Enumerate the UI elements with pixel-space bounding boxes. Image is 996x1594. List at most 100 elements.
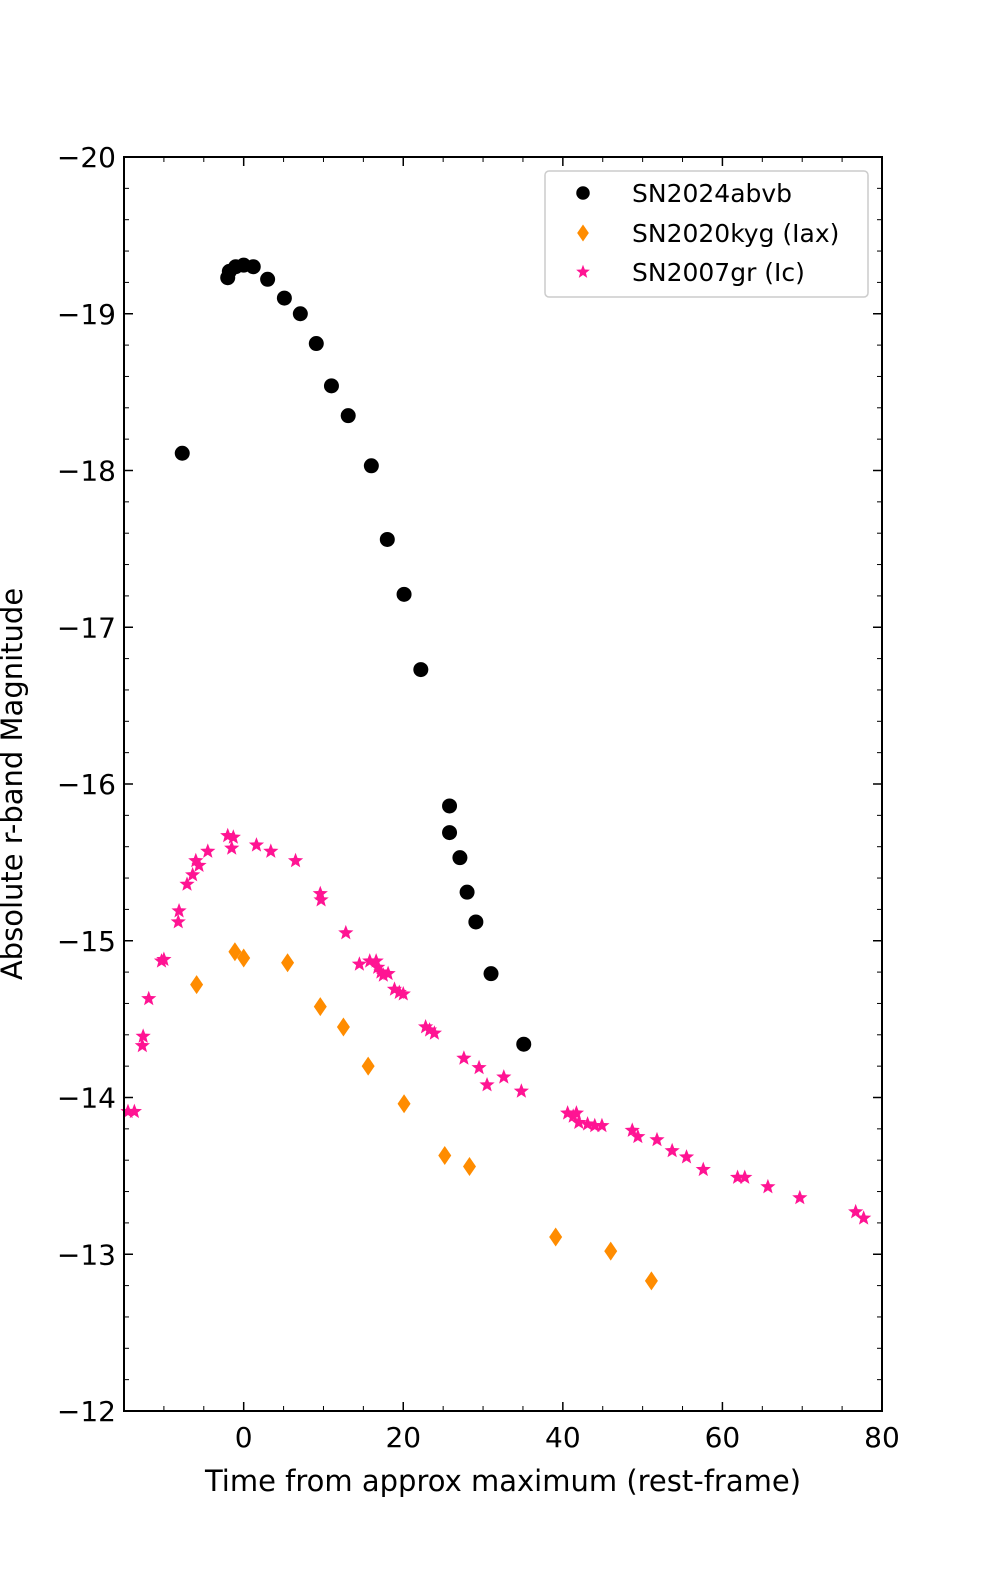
y-tick-label: −17 (57, 611, 116, 644)
point-sn2007gr-ic (456, 1050, 472, 1065)
legend-label-sn2024abvb: SN2024abvb (632, 179, 792, 208)
point-sn2007gr-ic (664, 1142, 680, 1158)
point-sn2007gr-ic (224, 840, 240, 855)
point-sn2007gr-ic (624, 1122, 640, 1137)
point-sn2024abvb (413, 662, 429, 678)
x-tick-label: 80 (864, 1421, 900, 1454)
point-sn2007gr-ic (568, 1105, 585, 1120)
point-sn2007gr-ic (630, 1128, 646, 1144)
point-sn2007gr-ic (248, 837, 265, 852)
point-sn2020kyg-iax (237, 948, 251, 968)
point-sn2007gr-ic (313, 892, 329, 907)
point-sn2007gr-ic (312, 885, 328, 901)
legend-box (544, 170, 869, 298)
point-sn2007gr-ic (571, 1114, 587, 1130)
legend-label-sn2020kyg: SN2020kyg (Iax) (632, 219, 839, 248)
point-sn2024abvb (260, 271, 276, 287)
point-sn2007gr-ic (225, 829, 241, 844)
point-sn2007gr-ic (191, 857, 207, 872)
point-sn2007gr-ic (156, 951, 172, 967)
x-tick-label: 0 (235, 1421, 253, 1454)
point-sn2007gr-ic (792, 1189, 808, 1205)
series-sn2020kyg-iax (190, 942, 658, 1291)
point-sn2007gr-ic (287, 852, 304, 868)
y-tick-label: −12 (57, 1395, 116, 1428)
point-sn2020kyg-iax (281, 953, 295, 973)
point-sn2024abvb (516, 1036, 532, 1052)
point-sn2007gr-ic (848, 1203, 864, 1219)
legend-marker-sn2024abvb (576, 186, 590, 200)
point-sn2024abvb (363, 458, 379, 474)
axis-ticks: 0 20 40 60 80 −20 −19 −18 −17 −16 −15 −14 −13 −12 (57, 141, 900, 1454)
point-sn2024abvb (245, 259, 261, 275)
point-sn2020kyg-iax (462, 1156, 476, 1176)
point-sn2007gr-ic (594, 1117, 610, 1133)
point-sn2007gr-ic (856, 1210, 872, 1225)
point-sn2007gr-ic (263, 843, 279, 858)
point-sn2024abvb (308, 336, 324, 352)
x-tick-label: 60 (705, 1421, 741, 1454)
legend: SN2024abvb SN2020kyg (Iax) SN2007gr (Ic) (544, 170, 869, 298)
point-sn2007gr-ic (678, 1149, 695, 1164)
point-sn2007gr-ic (126, 1103, 142, 1119)
point-sn2007gr-ic (171, 902, 187, 918)
point-sn2024abvb (292, 306, 308, 322)
point-sn2007gr-ic (188, 852, 204, 868)
point-sn2007gr-ic (200, 843, 216, 858)
point-sn2024abvb (379, 531, 395, 547)
point-sn2007gr-ic (695, 1161, 711, 1177)
y-tick-label: −14 (57, 1082, 116, 1115)
point-sn2024abvb (483, 966, 499, 982)
series-sn2024abvb (174, 257, 532, 1052)
point-sn2020kyg-iax (313, 997, 327, 1017)
point-sn2007gr-ic (729, 1169, 746, 1184)
point-sn2020kyg-iax (228, 942, 242, 962)
point-sn2007gr-ic (338, 924, 354, 940)
point-sn2007gr-ic (375, 967, 391, 982)
y-axis-label: Absolute r-band Magnitude (0, 588, 29, 980)
point-sn2007gr-ic (380, 965, 396, 981)
y-tick-label: −19 (57, 298, 116, 331)
point-sn2007gr-ic (421, 1022, 438, 1037)
point-sn2024abvb (174, 445, 190, 461)
point-sn2024abvb (452, 850, 468, 866)
point-sn2020kyg-iax (336, 1017, 350, 1037)
point-sn2020kyg-iax (397, 1094, 411, 1114)
series-sn2007gr-ic (120, 827, 872, 1225)
point-sn2020kyg-iax (361, 1056, 375, 1076)
point-sn2024abvb (276, 290, 292, 306)
x-tick-label: 20 (385, 1421, 421, 1454)
point-sn2020kyg-iax (644, 1271, 658, 1291)
point-sn2007gr-ic (141, 990, 157, 1006)
legend-label-sn2007gr: SN2007gr (Ic) (632, 258, 805, 287)
point-sn2007gr-ic (362, 953, 378, 968)
point-sn2007gr-ic (370, 959, 386, 974)
point-sn2007gr-ic (134, 1037, 150, 1053)
point-sn2024abvb (340, 408, 356, 424)
point-sn2007gr-ic (120, 1103, 136, 1119)
plot-frame (123, 156, 883, 1412)
point-sn2007gr-ic (649, 1131, 665, 1147)
point-sn2007gr-ic (471, 1059, 487, 1075)
point-sn2007gr-ic (418, 1018, 434, 1034)
point-sn2007gr-ic (496, 1069, 512, 1084)
legend-marker-sn2007gr-ic (576, 264, 590, 278)
point-sn2007gr-ic (479, 1076, 495, 1092)
y-tick-label: −13 (57, 1238, 116, 1271)
point-sn2007gr-ic (587, 1117, 603, 1133)
y-tick-label: −18 (57, 455, 116, 488)
point-sn2007gr-ic (185, 866, 201, 882)
point-sn2024abvb (468, 914, 484, 930)
point-sn2007gr-ic (135, 1028, 151, 1043)
point-sn2020kyg-iax (190, 975, 204, 995)
legend-marker-sn2020kyg-iax (577, 224, 589, 242)
point-sn2007gr-ic (426, 1025, 442, 1040)
point-sn2020kyg-iax (438, 1146, 452, 1165)
x-axis-label: Time from approx maximum (rest-frame) (204, 1464, 801, 1498)
point-sn2007gr-ic (179, 876, 195, 891)
point-sn2024abvb (442, 825, 458, 841)
point-sn2007gr-ic (560, 1105, 576, 1120)
point-sn2007gr-ic (513, 1083, 529, 1098)
point-sn2024abvb (459, 884, 475, 900)
